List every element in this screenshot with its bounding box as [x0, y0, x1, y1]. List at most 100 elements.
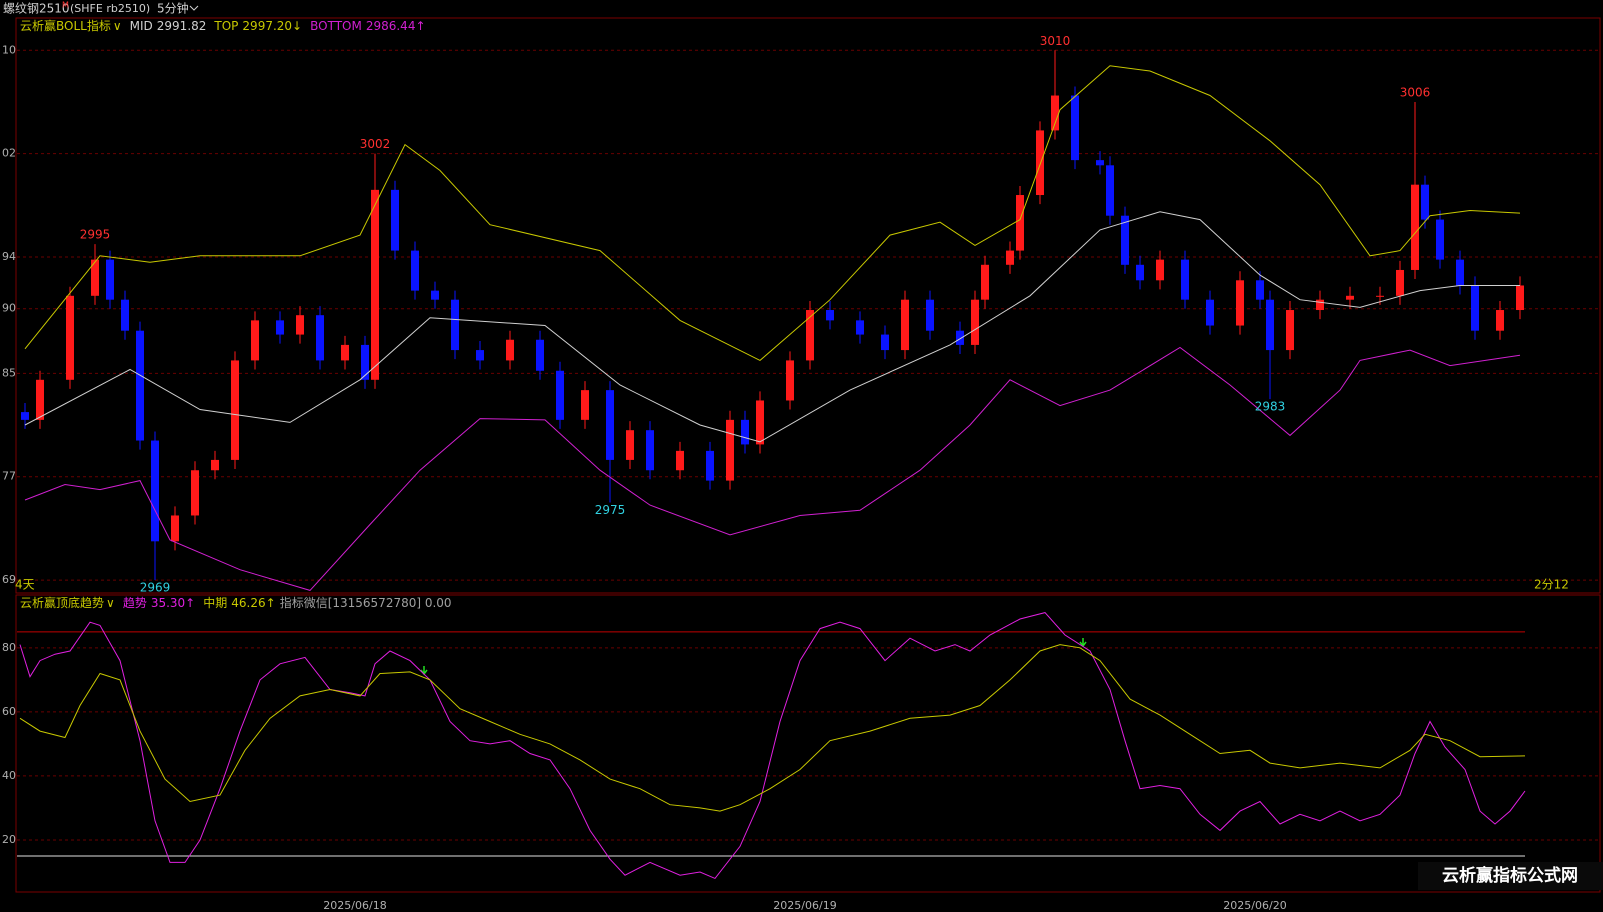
candle-body: [536, 339, 544, 371]
y-tick-label: 80: [2, 641, 16, 654]
candle-body: [1136, 264, 1144, 281]
candle-body: [971, 299, 979, 345]
candle-body: [1181, 259, 1189, 300]
candle-body: [1411, 184, 1419, 270]
y-tick-label: 02: [2, 147, 16, 160]
candle-body: [1036, 130, 1044, 196]
candle-body: [706, 450, 714, 481]
y-tick-label: 90: [2, 302, 16, 315]
candle-body: [1236, 280, 1244, 326]
series-line: [24, 65, 1521, 361]
low-label: 2983: [1255, 400, 1286, 414]
candle-body: [1266, 299, 1274, 351]
high-label: 3002: [360, 137, 391, 151]
y-tick-label: 40: [2, 769, 16, 782]
candle-body: [361, 344, 369, 380]
legend-name: 趋势: [123, 596, 147, 610]
y-tick-label: 20: [2, 833, 16, 846]
y-tick-label: 94: [2, 250, 16, 263]
low-label: 2975: [595, 503, 626, 517]
candle-body: [646, 430, 654, 471]
candle-body: [1516, 285, 1524, 311]
candle-body: [1316, 299, 1324, 311]
y-tick-label: 60: [2, 705, 16, 718]
series-line: [19, 612, 1526, 880]
series-line: [24, 346, 1521, 591]
candle-body: [626, 430, 634, 460]
candle-body: [21, 412, 29, 420]
candle-body: [1016, 195, 1024, 251]
high-label: 3010: [1040, 34, 1071, 48]
legend-value: 2997.20↓: [242, 19, 302, 33]
period-selector[interactable]: 5分钟: [157, 1, 189, 16]
indicator-title: 云析赢顶底趋势: [20, 595, 104, 610]
candle-body: [371, 189, 379, 380]
candle-body: [1006, 250, 1014, 265]
candle-body: [476, 350, 484, 361]
candle-body: [1051, 95, 1059, 131]
candle-body: [171, 515, 179, 542]
period-chevron[interactable]: [189, 5, 199, 11]
candle-body: [91, 259, 99, 296]
symbol-flag: M: [62, 1, 69, 10]
right-note: 2分12: [1534, 578, 1569, 592]
legend: 云析赢顶底趋势 ∨ 趋势 35.30↑ 中期 46.26↑ 指标微信[13156572780…: [20, 595, 452, 610]
indicator-chevron: ∨: [113, 19, 122, 33]
candle-body: [826, 310, 834, 321]
candle-body: [881, 334, 889, 351]
candle-body: [136, 330, 144, 441]
legend-name: MID: [130, 19, 153, 33]
series-line: [24, 211, 1520, 443]
candle-body: [121, 299, 129, 331]
left-note: 4天: [15, 578, 35, 592]
candle-body: [981, 264, 989, 300]
candle-body: [741, 419, 749, 445]
candle-body: [606, 390, 614, 460]
legend-value: 2986.44↑: [366, 19, 426, 33]
y-tick-label: 10: [2, 43, 16, 56]
candle-body: [1436, 219, 1444, 260]
candle-body: [106, 259, 114, 300]
low-label: 2969: [140, 581, 171, 595]
x-tick-label: 2025/06/18: [323, 899, 386, 912]
legend: 云析赢BOLL指标 ∨ MID 2991.82 TOP 2997.20↓ BOTTOM 298…: [20, 18, 426, 33]
candle-body: [211, 459, 219, 471]
candle-body: [1376, 295, 1384, 297]
candle-body: [556, 370, 564, 420]
candle-body: [296, 315, 304, 335]
candle-body: [956, 330, 964, 345]
candle-body: [1106, 165, 1114, 216]
candle-body: [151, 440, 159, 542]
candle-body: [1121, 215, 1129, 265]
legend-name: 中期: [203, 595, 227, 610]
candle-body: [581, 390, 589, 420]
high-label: 3006: [1400, 85, 1431, 99]
x-tick-label: 2025/06/20: [1223, 899, 1286, 912]
candle-body: [1256, 280, 1264, 300]
legend-value: 46.26↑: [231, 596, 275, 610]
candle-body: [756, 400, 764, 445]
indicator-chevron: ∨: [106, 596, 115, 610]
candle-body: [66, 295, 74, 380]
candle-body: [1071, 95, 1079, 161]
legend-value: 35.30↑: [151, 596, 195, 610]
candle-body: [856, 320, 864, 335]
y-tick-label: 77: [2, 470, 16, 483]
symbol: 螺纹钢2510: [3, 2, 70, 16]
candle-body: [316, 315, 324, 361]
candle-body: [726, 419, 734, 481]
symbol-code: (SHFE rb2510): [70, 2, 150, 15]
watermark-bg: [1418, 862, 1603, 890]
indicator-title: 云析赢BOLL指标: [20, 18, 111, 33]
candle-body: [1286, 310, 1294, 351]
upper-panel: [15, 17, 1601, 594]
indicator-note: 指标微信[13156572780] 0.00: [280, 595, 452, 610]
candle-body: [191, 470, 199, 516]
candle-body: [1206, 299, 1214, 326]
candle-body: [251, 320, 259, 361]
candle-body: [1456, 259, 1464, 286]
candle-body: [411, 250, 419, 291]
candle-body: [806, 310, 814, 361]
